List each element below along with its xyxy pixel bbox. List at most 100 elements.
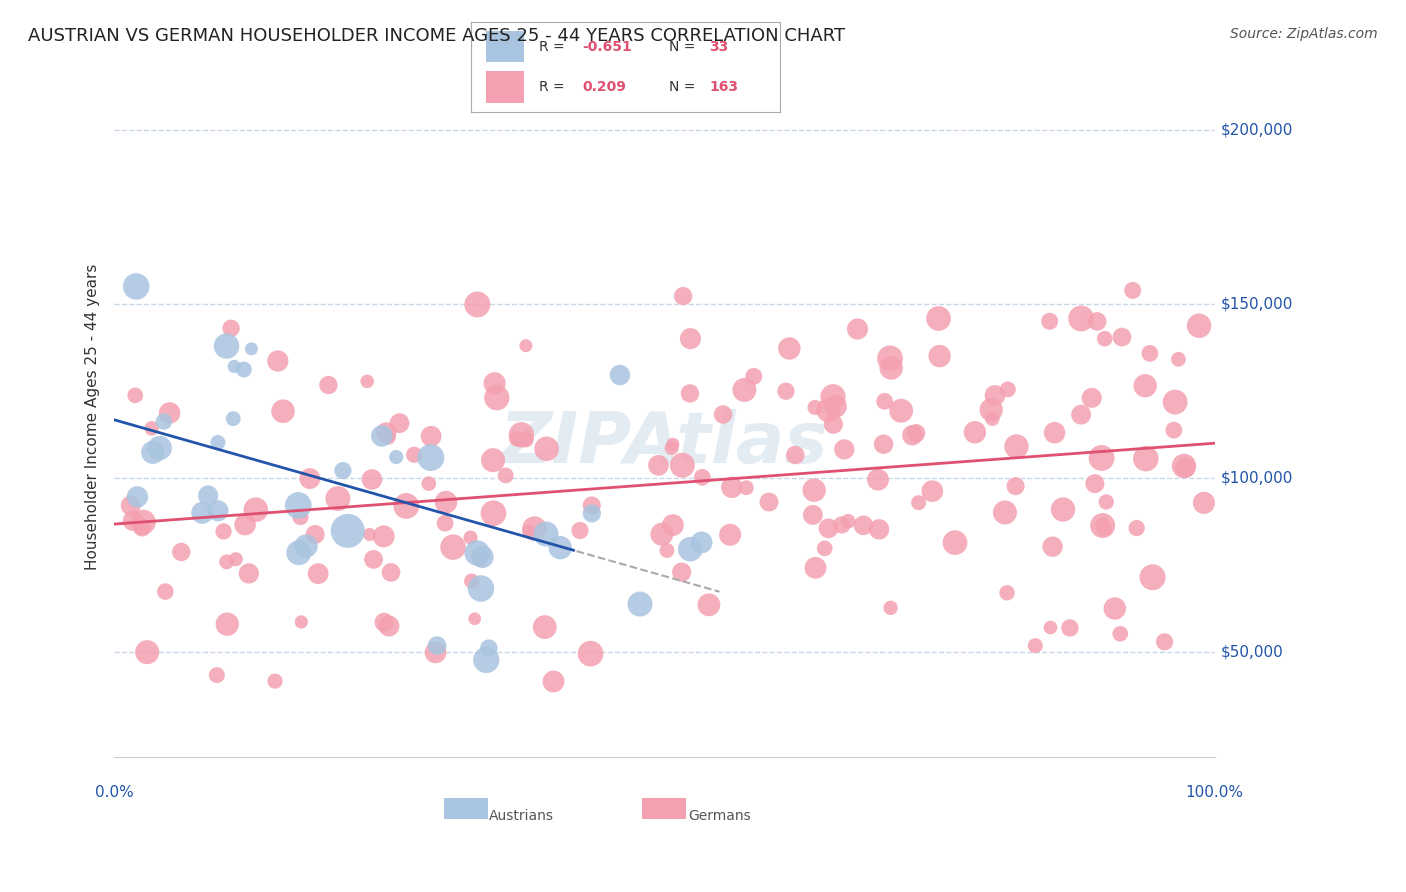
Point bbox=[735, 481, 758, 495]
Text: $200,000: $200,000 bbox=[1220, 122, 1292, 137]
Point bbox=[1163, 423, 1185, 437]
Point bbox=[373, 615, 395, 630]
Point bbox=[373, 529, 395, 543]
Point bbox=[1039, 620, 1062, 634]
Point bbox=[426, 639, 449, 653]
Text: R =: R = bbox=[538, 79, 565, 94]
Point bbox=[515, 339, 537, 353]
Point bbox=[628, 597, 651, 611]
Point bbox=[997, 383, 1019, 397]
Point bbox=[121, 514, 143, 528]
Point bbox=[804, 561, 827, 575]
Point bbox=[149, 441, 172, 455]
Point bbox=[1139, 346, 1161, 360]
Point bbox=[418, 476, 440, 491]
Point bbox=[467, 297, 489, 311]
Point bbox=[866, 473, 889, 487]
Point bbox=[142, 445, 165, 459]
Point bbox=[356, 375, 378, 389]
Point bbox=[579, 647, 602, 661]
Text: N =: N = bbox=[669, 79, 696, 94]
Point bbox=[1039, 314, 1062, 328]
Point bbox=[222, 411, 245, 425]
Point bbox=[271, 404, 294, 418]
Point bbox=[159, 406, 181, 420]
Text: 0.209: 0.209 bbox=[582, 79, 626, 94]
Point bbox=[298, 471, 321, 485]
Point bbox=[170, 545, 193, 559]
Point bbox=[569, 524, 592, 538]
Point bbox=[651, 527, 673, 541]
Point bbox=[817, 521, 839, 535]
Text: -0.651: -0.651 bbox=[582, 40, 633, 54]
Point bbox=[1188, 318, 1211, 333]
Point bbox=[517, 524, 540, 538]
Point bbox=[225, 552, 247, 566]
Text: Source: ZipAtlas.com: Source: ZipAtlas.com bbox=[1230, 27, 1378, 41]
Point bbox=[290, 615, 312, 629]
Point bbox=[441, 540, 464, 554]
Point bbox=[662, 437, 685, 451]
Point bbox=[475, 653, 498, 667]
Point bbox=[1173, 458, 1195, 473]
Point bbox=[478, 641, 501, 656]
Point bbox=[994, 506, 1017, 520]
Bar bbox=[643, 798, 686, 820]
Point bbox=[721, 480, 744, 494]
Point bbox=[120, 499, 142, 513]
Point bbox=[434, 516, 457, 531]
Point bbox=[318, 378, 340, 392]
Point bbox=[363, 552, 385, 566]
Point bbox=[581, 499, 603, 513]
Point bbox=[1052, 502, 1074, 516]
Text: ZIPAtlas: ZIPAtlas bbox=[501, 409, 828, 478]
Point bbox=[460, 531, 482, 545]
Point bbox=[718, 528, 741, 542]
Point bbox=[995, 586, 1018, 600]
Point bbox=[1111, 330, 1133, 344]
Point bbox=[1085, 314, 1108, 328]
Point bbox=[775, 384, 797, 399]
Point bbox=[817, 403, 839, 417]
Point bbox=[1192, 496, 1215, 510]
Bar bbox=[486, 71, 523, 103]
Point bbox=[434, 495, 457, 509]
Point bbox=[1005, 439, 1028, 453]
Point bbox=[468, 553, 491, 567]
Point bbox=[482, 453, 505, 467]
Point bbox=[197, 489, 219, 503]
Point bbox=[1084, 476, 1107, 491]
Point bbox=[245, 502, 267, 516]
Point bbox=[711, 408, 734, 422]
Point bbox=[470, 582, 492, 596]
Point bbox=[831, 518, 853, 533]
Point bbox=[484, 376, 506, 391]
Text: AUSTRIAN VS GERMAN HOUSEHOLDER INCOME AGES 25 - 44 YEARS CORRELATION CHART: AUSTRIAN VS GERMAN HOUSEHOLDER INCOME AG… bbox=[28, 27, 845, 45]
Bar bbox=[486, 31, 523, 62]
Point bbox=[785, 448, 807, 462]
Point bbox=[1043, 425, 1066, 440]
Point bbox=[879, 600, 901, 615]
Point bbox=[141, 421, 163, 435]
Point bbox=[907, 496, 929, 510]
Point bbox=[1174, 461, 1197, 475]
Point bbox=[1094, 332, 1116, 346]
Point bbox=[647, 458, 669, 473]
Point bbox=[890, 404, 912, 418]
Point bbox=[375, 425, 398, 440]
Point bbox=[136, 645, 159, 659]
Point bbox=[425, 645, 447, 659]
Point bbox=[404, 448, 426, 462]
Point bbox=[212, 524, 235, 539]
Point bbox=[380, 566, 402, 580]
Point bbox=[543, 674, 565, 689]
Point bbox=[671, 458, 693, 473]
Point bbox=[742, 369, 765, 384]
Text: 0.0%: 0.0% bbox=[94, 784, 134, 799]
Point bbox=[981, 411, 1004, 425]
Point bbox=[963, 425, 986, 440]
Point bbox=[661, 441, 683, 455]
Point bbox=[377, 431, 399, 445]
Point bbox=[803, 483, 825, 498]
Point bbox=[290, 510, 312, 524]
